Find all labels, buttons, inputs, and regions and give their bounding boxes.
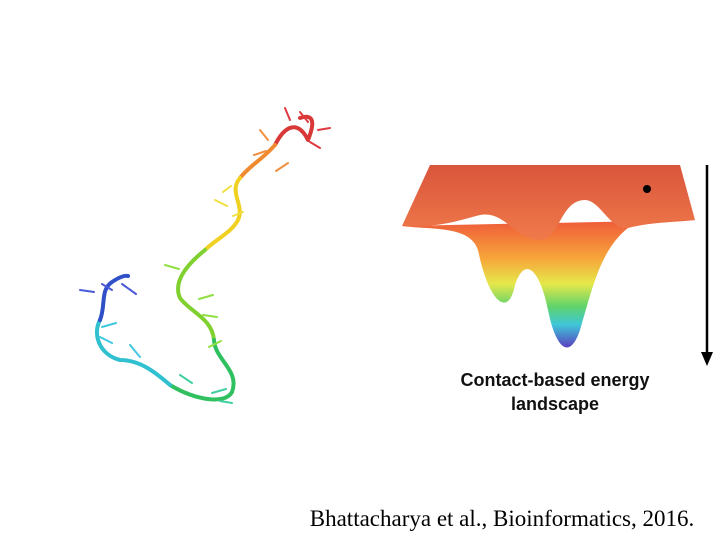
down-arrow: [701, 165, 713, 366]
citation: Bhattacharya et al., Bioinformatics, 201…: [310, 506, 695, 531]
energy-landscape: [402, 165, 695, 348]
caption-line: Contact-based energy: [460, 370, 649, 390]
caption-line: landscape: [511, 394, 599, 414]
protein-structure: [79, 107, 331, 404]
